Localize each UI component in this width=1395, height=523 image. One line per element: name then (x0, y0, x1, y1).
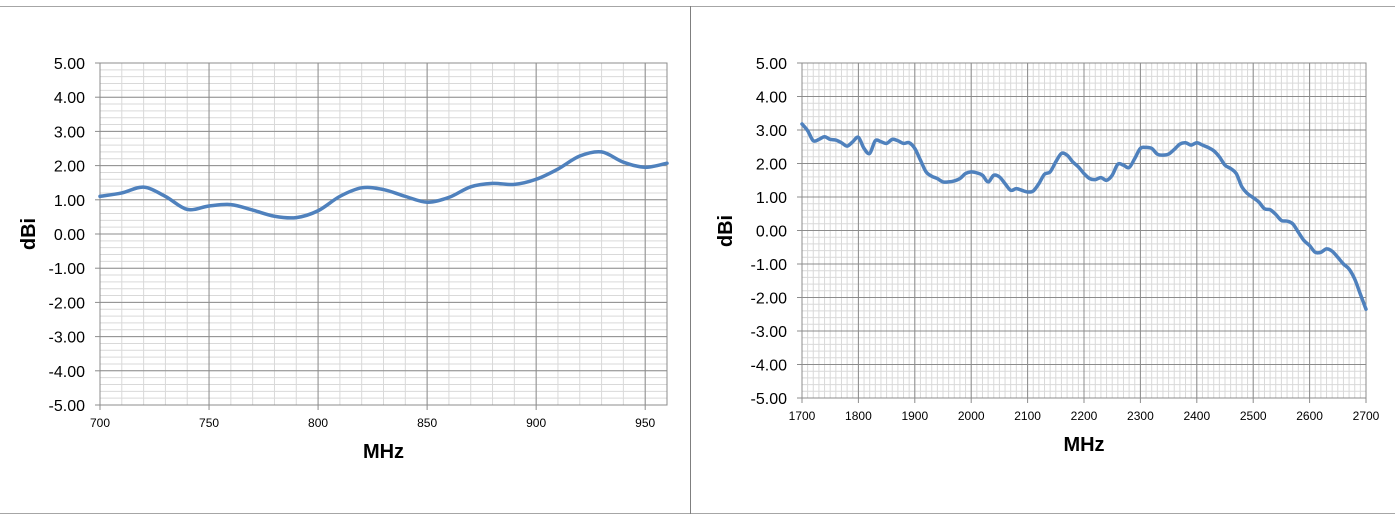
x-tick-label: 700 (90, 416, 110, 430)
y-tick-label: -1.00 (751, 257, 788, 274)
y-tick-label: 4.00 (54, 90, 85, 107)
x-tick-label: 850 (417, 416, 437, 430)
y-tick-label: 1.00 (756, 190, 787, 207)
y-tick-label: -2.00 (751, 291, 788, 308)
y-tick-label: -4.00 (751, 358, 788, 375)
series-line (98, 149, 669, 220)
y-tick-label: 5.00 (756, 56, 787, 73)
y-tick-label: 2.00 (54, 159, 85, 176)
y-tick-label: -3.00 (751, 324, 788, 341)
x-tick-label: 2100 (1014, 409, 1041, 423)
chart-left-800mhz: 5.00 4.00 3.00 2.00 1.00 0.00 -1.00 -2.00 -3.00 -… (18, 56, 669, 463)
y-axis-title: dBi (715, 215, 737, 247)
chart-right-2ghz: 5.00 4.00 3.00 2.00 1.00 0.00 -1.00 -2.00 -3.00 -… (715, 56, 1380, 456)
x-tick-label: 1800 (845, 409, 872, 423)
y-tick-label: 2.00 (756, 157, 787, 174)
x-tick-label: 950 (635, 416, 655, 430)
x-tick-label: 2700 (1353, 409, 1380, 423)
y-tick-label: -1.00 (49, 261, 86, 278)
panel-divider (690, 6, 691, 514)
x-tick-label: 2600 (1296, 409, 1323, 423)
x-tick-label: 2400 (1183, 409, 1210, 423)
y-axis-title: dBi (18, 218, 40, 250)
x-tick-label: 800 (308, 416, 328, 430)
x-axis-title: MHz (363, 441, 404, 463)
gridlines (99, 62, 668, 406)
x-axis-title: MHz (1063, 434, 1104, 456)
y-tick-label: 3.00 (54, 124, 85, 141)
y-tick-label: -5.00 (751, 391, 788, 408)
x-tick-label: 900 (526, 416, 546, 430)
x-tick-label: 1900 (901, 409, 928, 423)
x-tick-label: 2500 (1240, 409, 1267, 423)
y-tick-label: 4.00 (756, 90, 787, 107)
y-tick-label: -3.00 (49, 330, 86, 347)
series-line (800, 122, 1368, 311)
x-tick-label: 1700 (789, 409, 816, 423)
figure-frame (0, 6, 1395, 514)
gridlines (801, 62, 1367, 399)
y-tick-label: 0.00 (54, 227, 85, 244)
y-tick-label: 5.00 (54, 56, 85, 73)
x-tick-label: 2300 (1127, 409, 1154, 423)
y-tick-label: 0.00 (756, 224, 787, 241)
x-tick-label: 2200 (1071, 409, 1098, 423)
y-tick-label: -2.00 (49, 295, 86, 312)
y-tick-label: 1.00 (54, 193, 85, 210)
y-tick-label: -5.00 (49, 398, 86, 415)
x-tick-label: 2000 (958, 409, 985, 423)
y-tick-label: -4.00 (49, 364, 86, 381)
y-tick-label: 3.00 (756, 123, 787, 140)
x-tick-label: 750 (199, 416, 219, 430)
